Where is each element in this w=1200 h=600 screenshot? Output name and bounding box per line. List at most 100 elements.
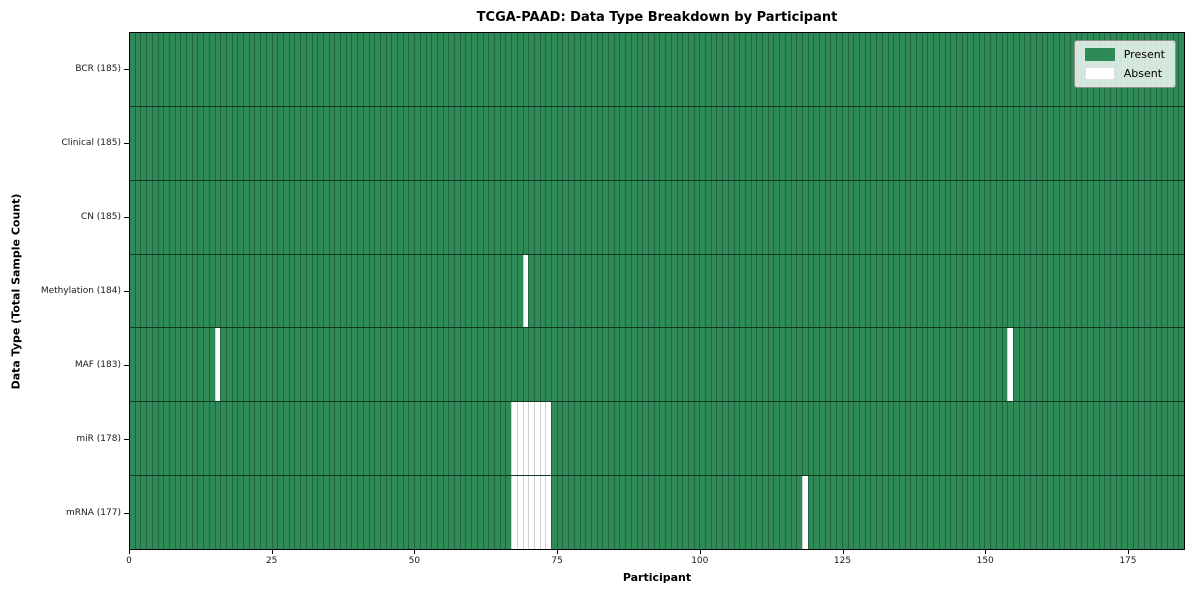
heatmap-cell: [796, 180, 802, 254]
heatmap-cell: [1081, 254, 1088, 328]
heatmap-cell: [1092, 476, 1099, 550]
heatmap-cell: [630, 106, 637, 180]
heatmap-cell: [779, 402, 785, 476]
heatmap-cell: [1161, 328, 1167, 402]
heatmap-cell: [465, 254, 472, 328]
heatmap-cell: [476, 254, 483, 328]
heatmap-cell: [608, 180, 614, 254]
heatmap-cell: [237, 476, 244, 550]
heatmap-cell: [898, 33, 905, 106]
heatmap-cell: [1041, 106, 1048, 180]
heatmap-cell: [191, 180, 198, 254]
heatmap-cell: [362, 180, 369, 254]
heatmap-cell: [790, 254, 797, 328]
heatmap-cell: [1149, 106, 1156, 180]
heatmap-cell: [944, 328, 951, 402]
heatmap-cell: [716, 328, 723, 402]
heatmap-cell: [368, 254, 375, 328]
heatmap-cell: [687, 402, 694, 476]
heatmap-cell: [727, 33, 734, 106]
heatmap-cell: [374, 254, 380, 328]
x-tick-label-75: 75: [551, 556, 563, 566]
heatmap-cell: [870, 106, 877, 180]
heatmap-cell: [984, 254, 991, 328]
heatmap-cell: [995, 254, 1002, 328]
heatmap-cell: [921, 254, 928, 328]
heatmap-cell: [933, 106, 939, 180]
heatmap-cell: [853, 254, 859, 328]
legend-item-absent: Absent: [1084, 67, 1165, 80]
heatmap-cell: [813, 476, 820, 550]
heatmap-cell: [208, 402, 215, 476]
heatmap-cell: [978, 254, 985, 328]
heatmap-cell: [528, 106, 534, 180]
heatmap-row-mrna: [130, 476, 1185, 550]
heatmap-cell: [853, 106, 859, 180]
heatmap-cell: [374, 33, 380, 106]
heatmap-cell: [1007, 328, 1013, 402]
x-tick-mark: [414, 550, 416, 554]
x-axis-label: Participant: [622, 571, 692, 584]
heatmap-cell: [716, 402, 723, 476]
heatmap-cell: [488, 476, 494, 550]
heatmap-cell: [596, 402, 603, 476]
heatmap-cell: [779, 33, 785, 106]
heatmap-cell: [1121, 254, 1128, 328]
heatmap-cell: [425, 402, 432, 476]
heatmap-cell: [1115, 180, 1122, 254]
heatmap-cell: [220, 328, 226, 402]
heatmap-cell: [762, 180, 768, 254]
heatmap-cell: [499, 328, 506, 402]
heatmap-cell: [727, 402, 734, 476]
heatmap-cell: [796, 254, 802, 328]
heatmap-cell: [436, 106, 443, 180]
heatmap-cell: [300, 180, 306, 254]
heatmap-cell: [670, 476, 677, 550]
heatmap-cell: [1127, 476, 1133, 550]
heatmap-cell: [351, 254, 358, 328]
heatmap-cell: [1058, 180, 1065, 254]
heatmap-cell: [830, 328, 837, 402]
heatmap-cell: [385, 106, 392, 180]
heatmap-cell: [288, 33, 295, 106]
heatmap-cell: [568, 402, 574, 476]
heatmap-cell: [425, 254, 432, 328]
heatmap-cell: [311, 33, 318, 106]
heatmap-cell: [876, 402, 882, 476]
heatmap-cell: [511, 476, 517, 550]
heatmap-cell: [482, 180, 489, 254]
heatmap-cell: [1058, 476, 1065, 550]
heatmap-cell: [579, 180, 586, 254]
heatmap-cell: [288, 402, 295, 476]
heatmap-cell: [1149, 254, 1156, 328]
heatmap-cell: [784, 328, 791, 402]
heatmap-cell: [277, 180, 283, 254]
heatmap-cell: [442, 328, 449, 402]
heatmap-cell: [573, 106, 580, 180]
heatmap-cell: [910, 106, 917, 180]
heatmap-cell: [317, 106, 323, 180]
heatmap-cell: [944, 180, 951, 254]
heatmap-cell: [146, 328, 152, 402]
heatmap-cell: [710, 106, 717, 180]
heatmap-cell: [436, 180, 443, 254]
heatmap-cell: [288, 254, 295, 328]
heatmap-cell: [208, 476, 215, 550]
heatmap-cell: [379, 180, 386, 254]
heatmap-cell: [1075, 254, 1082, 328]
heatmap-cell: [471, 328, 477, 402]
heatmap-cell: [265, 180, 272, 254]
heatmap-cell: [904, 328, 911, 402]
heatmap-cell: [819, 33, 825, 106]
heatmap-cell: [927, 328, 934, 402]
heatmap-cell: [1047, 476, 1053, 550]
heatmap-cell: [465, 33, 472, 106]
legend: Present Absent: [1073, 40, 1176, 88]
heatmap-cell: [340, 476, 346, 550]
heatmap-cell: [191, 33, 198, 106]
heatmap-cell: [927, 476, 934, 550]
heatmap-cell: [978, 476, 985, 550]
heatmap-cell: [414, 106, 420, 180]
heatmap-cell: [408, 254, 415, 328]
